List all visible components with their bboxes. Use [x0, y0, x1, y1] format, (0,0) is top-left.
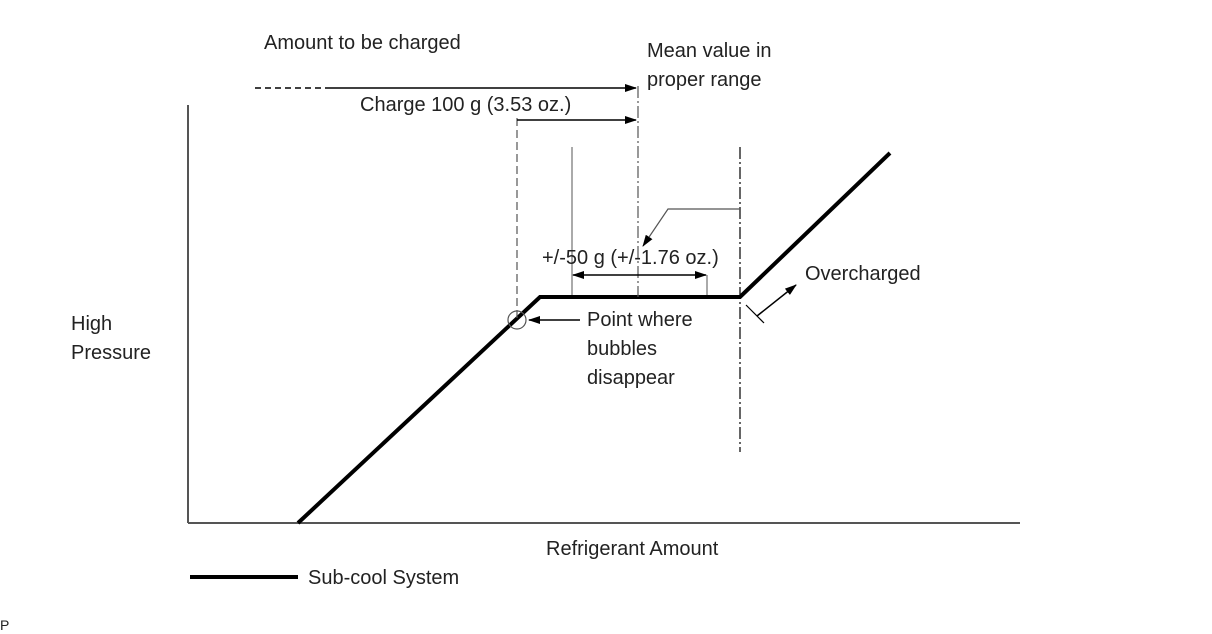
- x-axis-label: Refrigerant Amount: [546, 538, 719, 560]
- overcharged-arrow: [756, 284, 797, 317]
- bubble-point-label-3: disappear: [587, 367, 675, 389]
- y-axis-label-2: Pressure: [71, 342, 151, 364]
- charge-label: Charge 100 g (3.53 oz.): [360, 94, 571, 116]
- mean-value-label-1: Mean value in: [647, 40, 772, 62]
- mean-value-label-2: proper range: [647, 69, 762, 91]
- legend-label: Sub-cool System: [308, 567, 459, 589]
- y-axis-label-1: High: [71, 313, 112, 335]
- tolerance-label: +/-50 g (+/-1.76 oz.): [542, 247, 719, 269]
- overcharged-label: Overcharged: [805, 263, 921, 285]
- corner-mark: P: [0, 617, 9, 633]
- bubble-point-label-2: bubbles: [587, 338, 657, 360]
- mean-leader-line: [642, 208, 740, 247]
- sub-cool-curve: [296, 151, 892, 525]
- amount-label: Amount to be charged: [264, 32, 461, 54]
- bubble-point-circle: [507, 310, 527, 330]
- bubble-point-label-1: Point where: [587, 309, 693, 331]
- overcharged-tick: [745, 304, 765, 324]
